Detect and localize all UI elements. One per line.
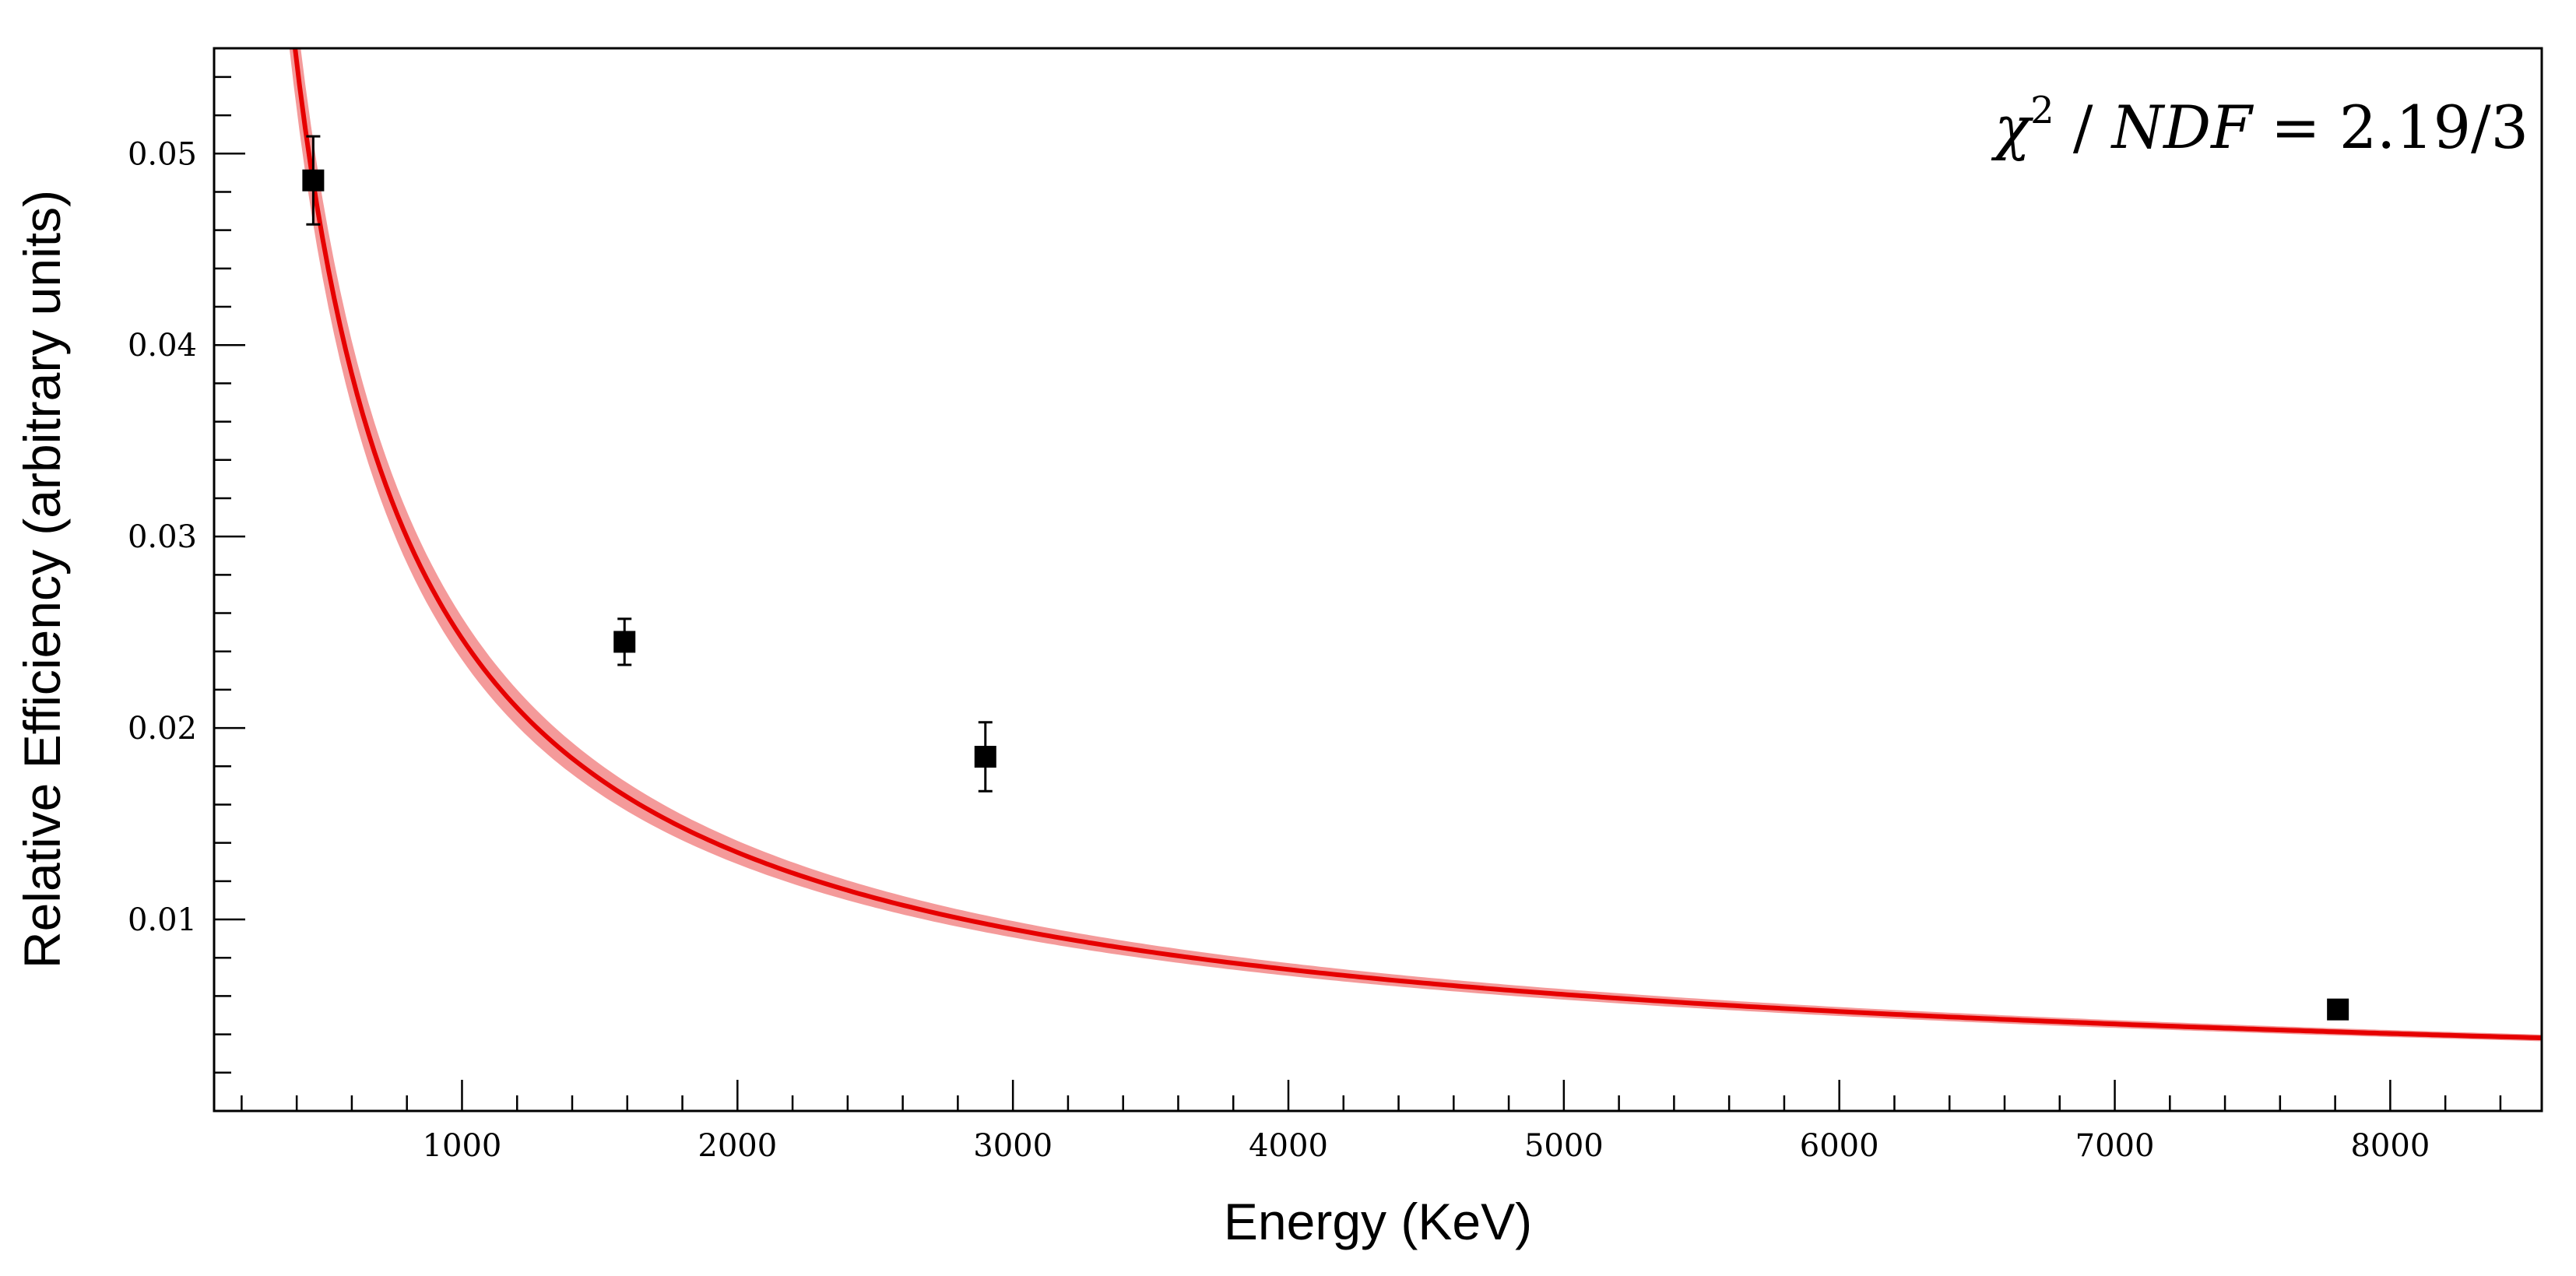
data-point-marker	[974, 746, 996, 768]
data-point-group	[974, 721, 996, 793]
x-tick-label: 2000	[698, 1128, 777, 1164]
x-tick-label: 4000	[1249, 1128, 1328, 1164]
fit-chi2-annotation: χ2 / NDF = 2.19/3	[1991, 89, 2529, 162]
y-axis-title: Relative Efficiency (arbitrary units)	[13, 190, 71, 968]
data-points	[302, 135, 2349, 1021]
y-tick-label: 0.02	[128, 711, 197, 747]
x-tick-label: 3000	[973, 1128, 1053, 1164]
data-point-marker	[2327, 998, 2349, 1021]
plot-frame	[213, 47, 2543, 1113]
x-tick-label: 8000	[2350, 1128, 2430, 1164]
data-point-marker	[613, 631, 636, 653]
x-axis-title: Energy (KeV)	[1224, 1193, 1532, 1250]
x-tick-label: 7000	[2075, 1128, 2155, 1164]
data-point-group	[302, 135, 325, 226]
data-point-marker	[302, 169, 325, 192]
x-tick-label: 6000	[1800, 1128, 1879, 1164]
y-tick-label: 0.01	[128, 902, 197, 938]
fit-line	[293, 48, 2542, 1041]
y-axis: 0.01 0.02 0.03 0.04 0.05	[128, 76, 245, 1074]
y-tick-label: 0.03	[128, 519, 197, 555]
x-tick-label: 1000	[423, 1128, 502, 1164]
x-axis: 1000 2000 3000 4000 5000 6000 7000 8000	[241, 1080, 2502, 1164]
x-tick-label: 5000	[1524, 1128, 1604, 1164]
y-tick-label: 0.04	[128, 328, 197, 364]
fit-curve	[293, 48, 2542, 1041]
data-point-group	[2327, 998, 2349, 1021]
y-tick-label: 0.05	[128, 136, 197, 172]
data-point-group	[613, 617, 636, 666]
